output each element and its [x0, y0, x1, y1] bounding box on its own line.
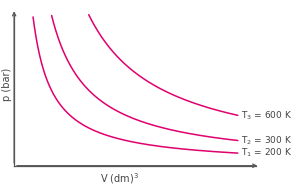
Text: T$_3$ = 600 K: T$_3$ = 600 K	[241, 109, 292, 122]
Text: T$_2$ = 300 K: T$_2$ = 300 K	[241, 134, 292, 147]
Text: p (bar): p (bar)	[2, 67, 12, 101]
Text: T$_1$ = 200 K: T$_1$ = 200 K	[241, 147, 292, 159]
Text: V (dm)$^3$: V (dm)$^3$	[100, 171, 143, 186]
